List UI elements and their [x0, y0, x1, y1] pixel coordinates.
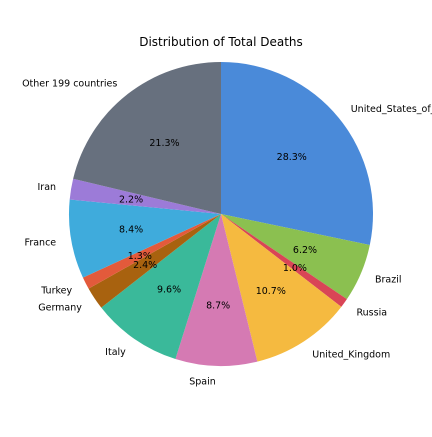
slice-label: Italy: [105, 347, 126, 358]
percent-label: 9.6%: [157, 284, 181, 295]
pie-slice: [69, 199, 221, 278]
percent-label: 6.2%: [293, 245, 317, 256]
percent-label: 1.0%: [283, 263, 307, 274]
slice-label: Russia: [356, 307, 387, 318]
pie-slice: [221, 214, 370, 300]
percent-labels: 28.3% 6.2% 1.0% 10.7% 8.7% 9.6% 2.4%1.3% 8.4% 2.…: [119, 138, 317, 312]
slice-labels: United_States_of_America Brazil Russia Unit…: [22, 78, 432, 387]
pie-slice: [73, 62, 221, 214]
percent-label: 2.4%: [133, 260, 157, 271]
percent-label: 1.3%: [128, 251, 152, 262]
slice-label: Germany: [38, 302, 82, 313]
chart-title: Distribution of Total Deaths: [139, 35, 303, 49]
slice-label: Turkey: [40, 286, 72, 297]
percent-label: 8.4%: [119, 225, 143, 236]
percent-label: 10.7%: [256, 286, 286, 297]
pie-slice: [88, 214, 221, 308]
percent-label: 2.2%: [119, 195, 143, 206]
pie-slice: [101, 214, 221, 360]
slice-label: France: [25, 237, 57, 248]
slice-label: Iran: [37, 182, 56, 193]
slice-label: United_States_of_America: [351, 104, 432, 115]
pie-slice: [82, 214, 222, 289]
pie-slice: [221, 214, 342, 362]
percent-label: 21.3%: [149, 138, 179, 149]
pie-slice: [221, 214, 347, 307]
slice-label: United_Kingdom: [312, 350, 390, 361]
slice-label: Spain: [189, 377, 216, 388]
pie-slice: [175, 214, 258, 366]
slice-label: Other 199 countries: [22, 78, 117, 89]
percent-label: 28.3%: [277, 152, 307, 163]
pie-slice: [69, 178, 221, 214]
pie-slice: [221, 62, 374, 246]
percent-label: 8.7%: [206, 301, 230, 312]
slice-label: Brazil: [375, 275, 402, 286]
pie-slices: [69, 62, 374, 366]
